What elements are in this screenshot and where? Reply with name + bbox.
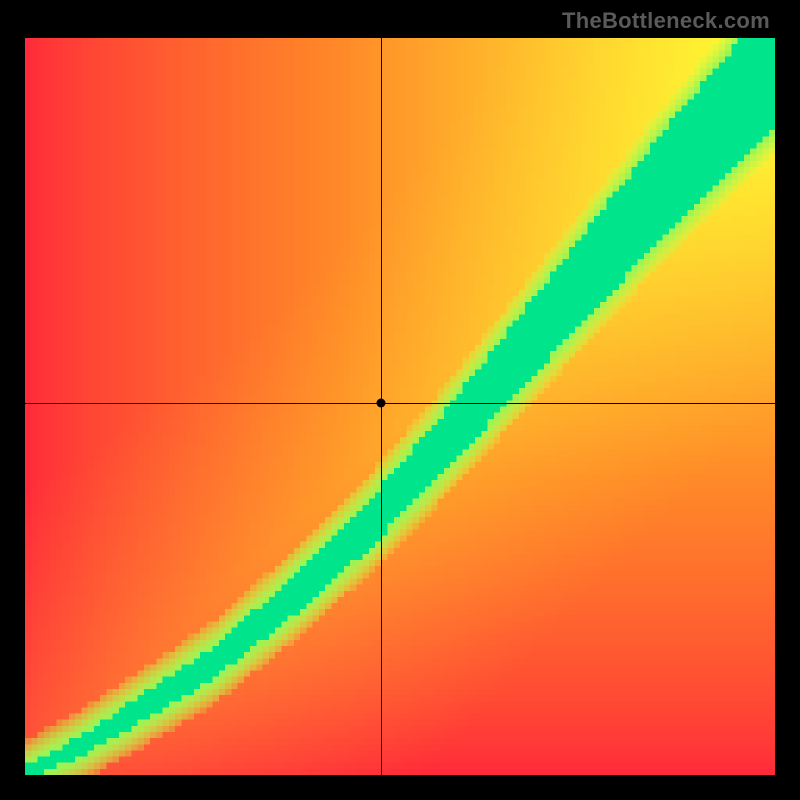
plot-area [25, 38, 775, 775]
crosshair-marker [377, 398, 386, 407]
heatmap-canvas [25, 38, 775, 775]
watermark-text: TheBottleneck.com [562, 8, 770, 34]
crosshair-horizontal [25, 403, 775, 404]
chart-frame: TheBottleneck.com [0, 0, 800, 800]
